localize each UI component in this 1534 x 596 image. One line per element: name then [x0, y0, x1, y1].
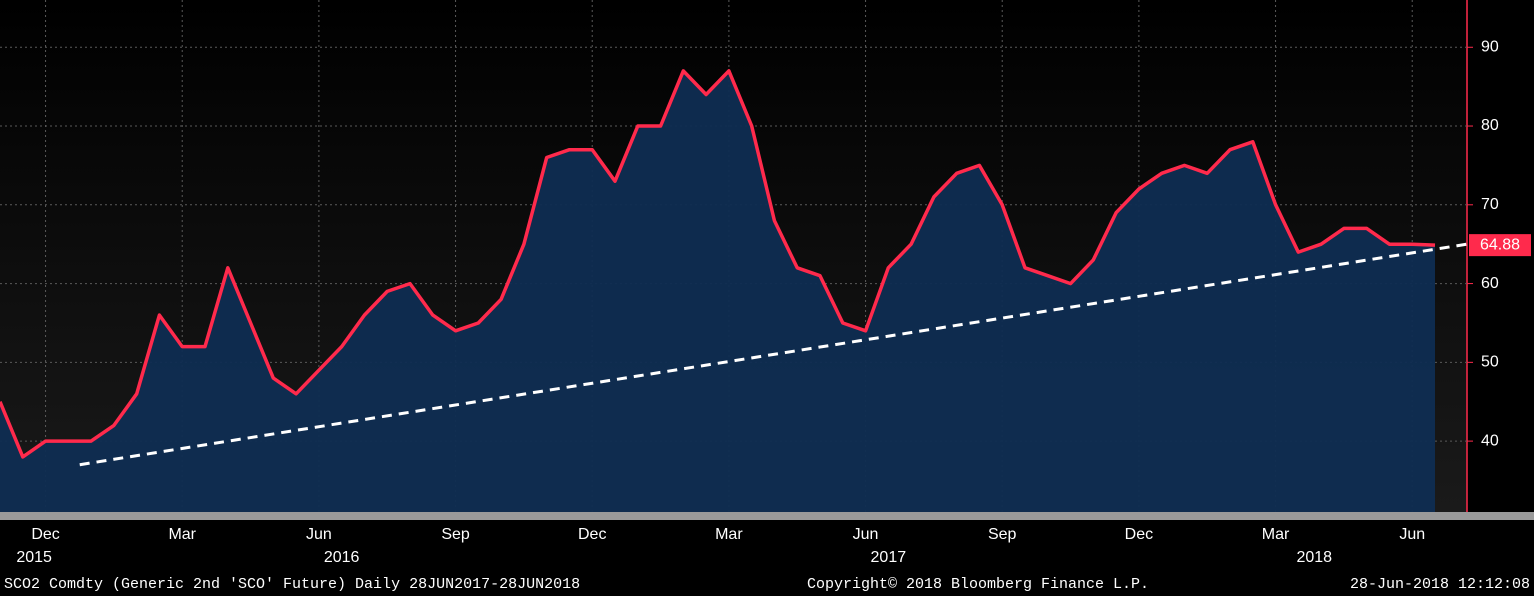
x-tick-label: Mar	[1262, 526, 1290, 543]
x-tick-label: Mar	[715, 526, 743, 543]
year-label: 2016	[324, 549, 360, 566]
year-label: 2018	[1296, 549, 1332, 566]
x-tick-label: Mar	[168, 526, 196, 543]
y-tick-label: 40	[1481, 432, 1499, 449]
price-line	[0, 69, 1436, 459]
x-tick-label: Dec	[1125, 526, 1153, 543]
y-tick-label: 50	[1481, 354, 1499, 371]
y-tick-label: 70	[1481, 196, 1499, 213]
x-axis-band	[0, 512, 1534, 520]
footer-center: Copyright© 2018 Bloomberg Finance L.P.	[807, 576, 1149, 593]
y-tick-label: 80	[1481, 117, 1499, 134]
last-value-label: 64.88	[1480, 236, 1520, 253]
trend-line	[79, 242, 1468, 467]
x-tick-label: Sep	[441, 526, 470, 543]
last-value-badge	[1469, 234, 1531, 257]
footer-right: 28-Jun-2018 12:12:08	[1350, 576, 1530, 593]
x-tick-label: Dec	[31, 526, 59, 543]
year-label: 2015	[16, 549, 52, 566]
area	[0, 70, 1435, 513]
y-tick-label: 90	[1481, 38, 1499, 55]
x-tick-label: Jun	[853, 526, 879, 543]
y-tick-label: 60	[1481, 275, 1499, 292]
x-tick-label: Sep	[988, 526, 1017, 543]
x-tick-label: Dec	[578, 526, 606, 543]
x-tick-label: Jun	[1399, 526, 1425, 543]
year-label: 2017	[871, 549, 907, 566]
x-tick-label: Jun	[306, 526, 332, 543]
footer-left: SCO2 Comdty (Generic 2nd 'SCO' Future) D…	[4, 576, 580, 593]
